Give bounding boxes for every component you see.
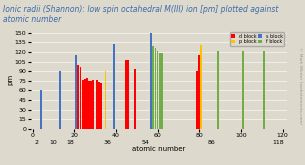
Bar — [113, 44, 115, 129]
Text: Ionic radii (Shannon): low spin octahedral M(III) ion [pm] plotted against atomi: Ionic radii (Shannon): low spin octahedr… — [3, 5, 278, 24]
Bar — [59, 71, 61, 129]
Bar — [90, 82, 92, 129]
Bar — [82, 80, 84, 129]
Bar — [92, 80, 94, 129]
Legend: d block, p block, s block, f block: d block, p block, s block, f block — [230, 32, 284, 46]
Bar — [80, 67, 81, 129]
Y-axis label: pm: pm — [7, 74, 13, 85]
Bar — [155, 48, 156, 129]
Bar — [200, 45, 202, 129]
Bar — [242, 51, 244, 129]
Bar — [161, 53, 163, 129]
Bar — [77, 65, 79, 129]
Bar — [86, 78, 88, 129]
Bar — [88, 81, 90, 129]
Bar — [150, 33, 152, 129]
Bar — [198, 55, 200, 129]
Bar — [196, 71, 198, 129]
Bar — [125, 60, 127, 129]
Bar — [157, 51, 159, 129]
Bar — [96, 80, 98, 129]
Bar — [100, 83, 102, 129]
Bar — [127, 60, 129, 129]
Bar — [98, 82, 100, 129]
Bar — [152, 46, 154, 129]
Bar — [217, 51, 219, 129]
Bar — [263, 51, 265, 129]
Bar — [105, 71, 106, 129]
Bar — [134, 69, 136, 129]
Bar — [75, 55, 77, 129]
Text: © Mark Winter (webelements.com): © Mark Winter (webelements.com) — [298, 47, 303, 124]
X-axis label: atomic number: atomic number — [132, 146, 185, 152]
Bar — [159, 53, 160, 129]
Bar — [40, 90, 42, 129]
Bar — [84, 79, 86, 129]
